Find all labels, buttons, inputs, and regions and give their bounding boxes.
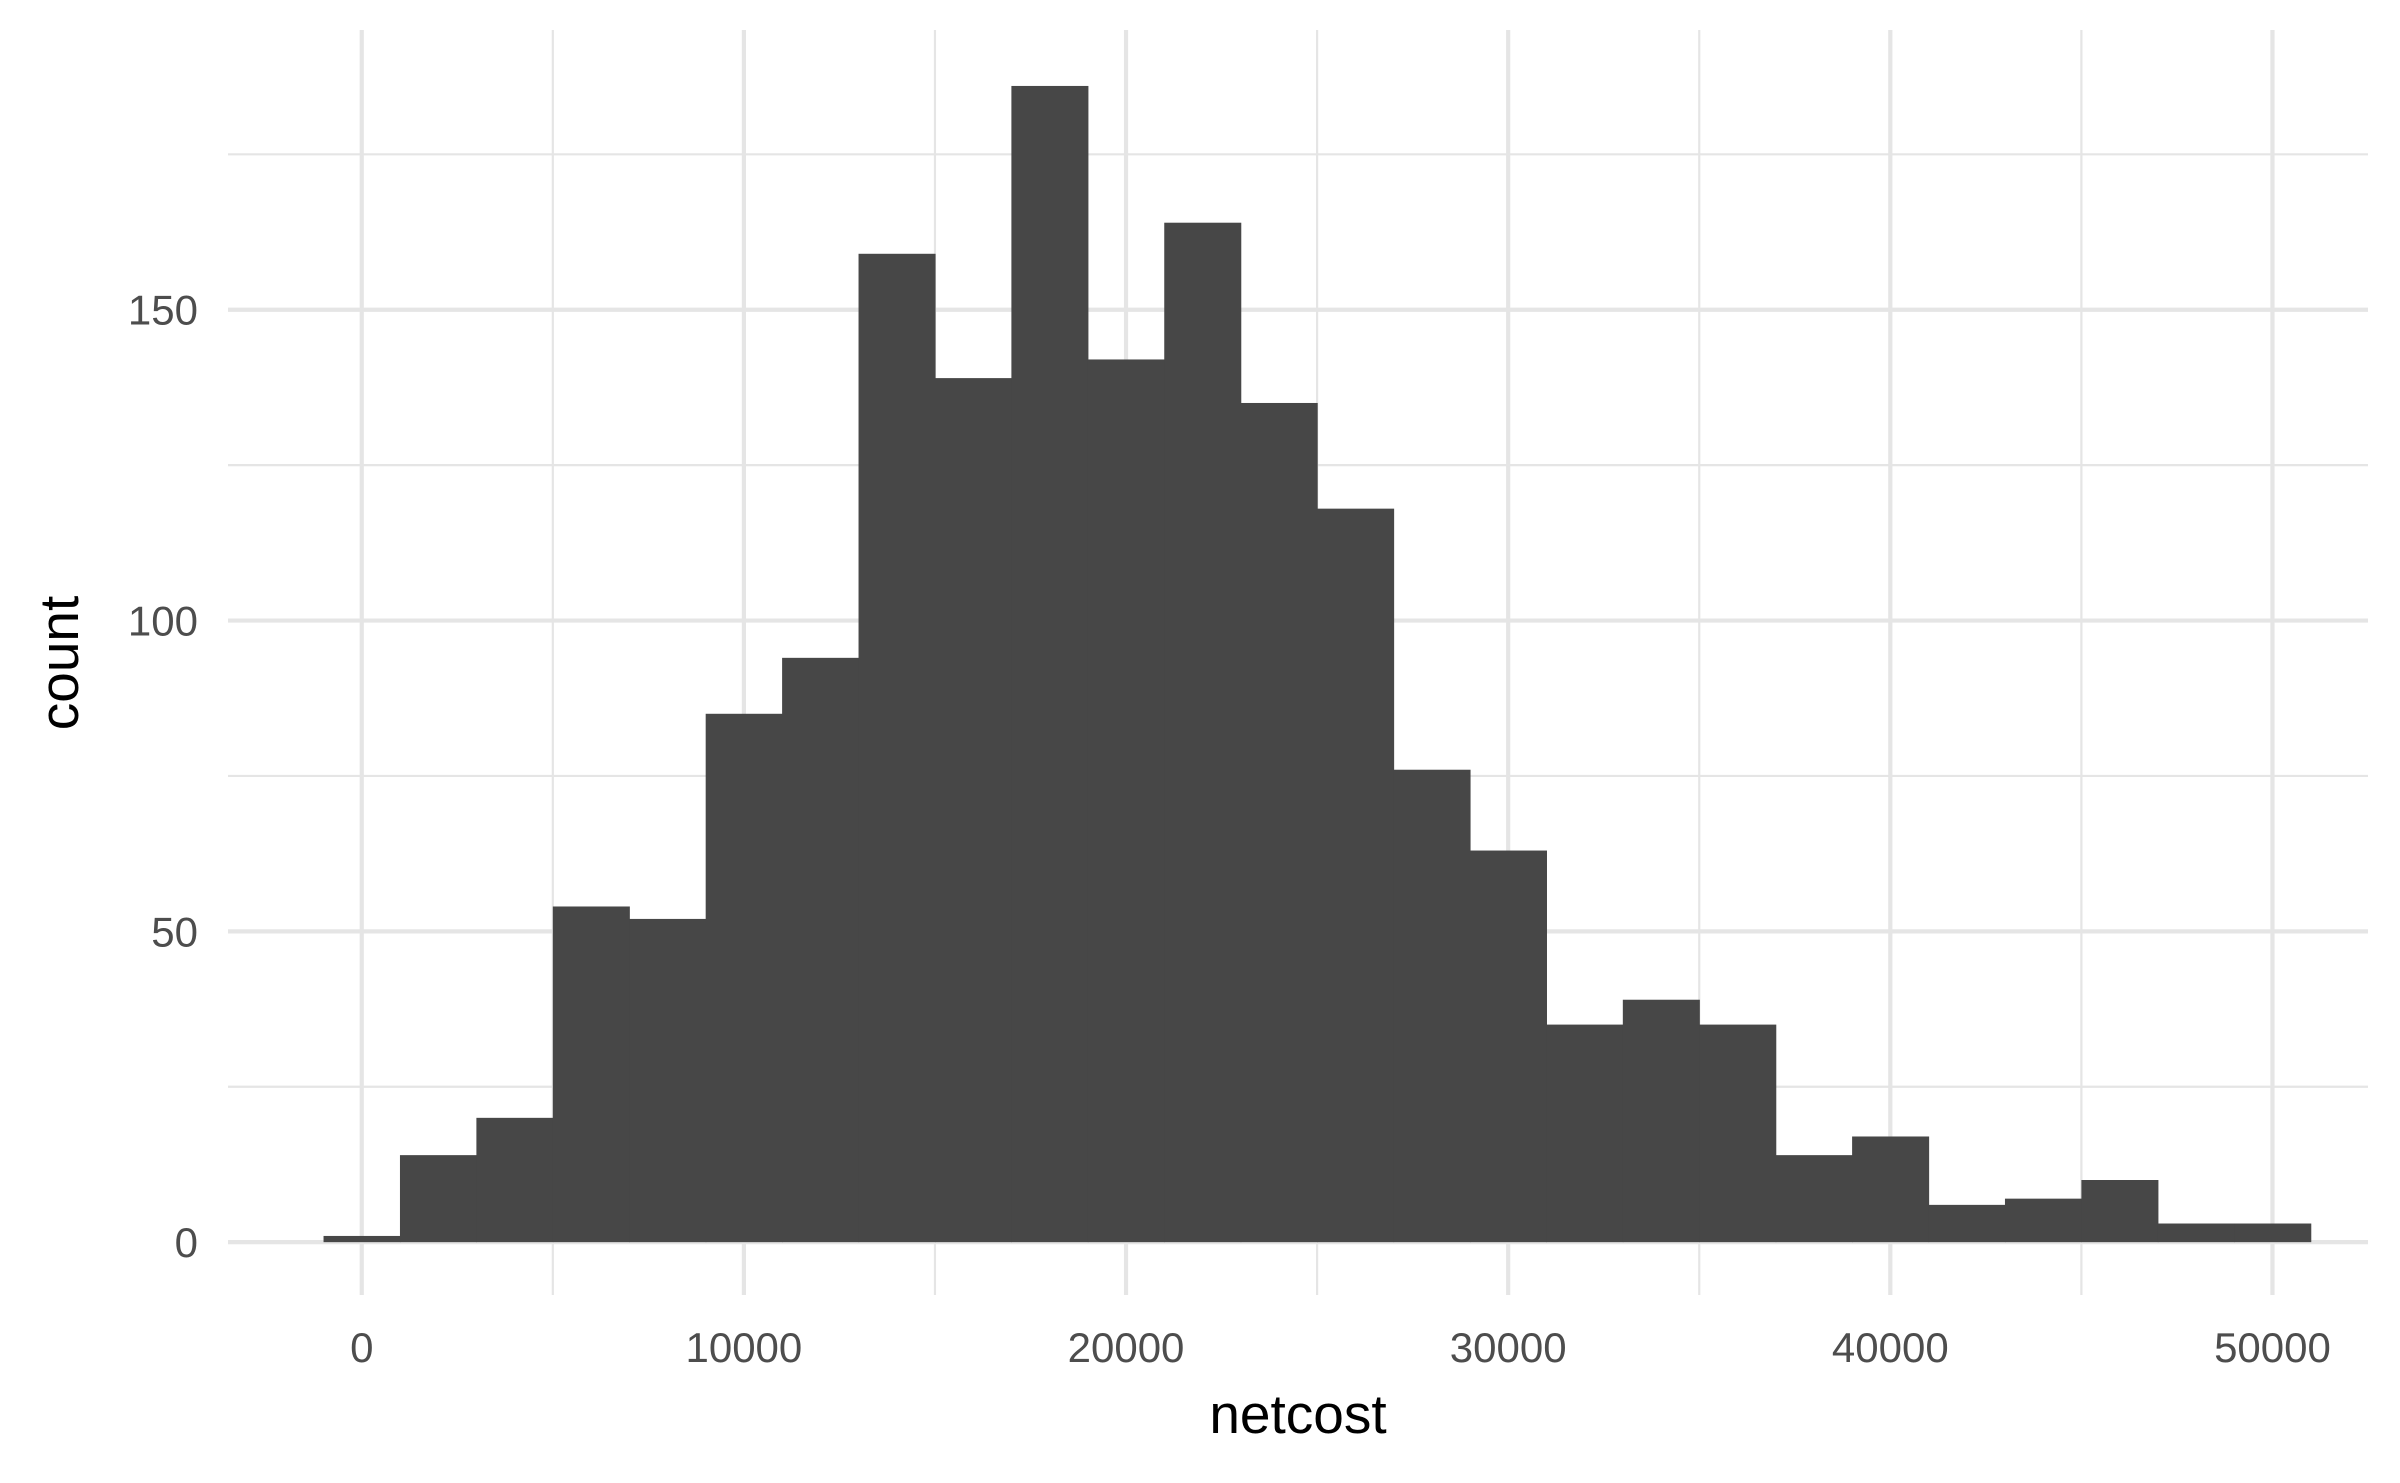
histogram-bar	[476, 1117, 554, 1243]
histogram-bar	[1852, 1136, 1930, 1243]
x-axis-title: netcost	[1209, 1383, 1386, 1445]
x-tick-label: 10000	[685, 1324, 802, 1371]
histogram-bar	[323, 1235, 401, 1243]
histogram-bar	[1240, 402, 1318, 1243]
x-axis-tick-labels: 0 10000 20000 30000 40000 50000	[350, 1324, 2331, 1371]
histogram-bar	[782, 657, 860, 1243]
histogram-bar	[1928, 1204, 2006, 1243]
histogram-bar	[705, 713, 783, 1243]
y-tick-label: 0	[175, 1219, 198, 1266]
histogram-bars	[323, 85, 2312, 1243]
histogram-bar	[858, 253, 936, 1243]
y-axis-title: count	[28, 596, 90, 731]
histogram-bar	[934, 378, 1012, 1243]
histogram-bar	[399, 1155, 477, 1243]
histogram-bar	[1011, 85, 1089, 1243]
histogram-bar	[2081, 1180, 2159, 1243]
histogram-bar	[552, 906, 630, 1243]
x-tick-label: 0	[350, 1324, 373, 1371]
histogram-bar	[1622, 999, 1700, 1243]
y-axis-tick-labels: 0 50 100 150	[128, 287, 198, 1266]
histogram-bar	[1699, 1024, 1777, 1243]
histogram-bar	[1317, 508, 1395, 1243]
histogram-bar	[1469, 850, 1547, 1243]
histogram-bar	[2234, 1223, 2312, 1243]
y-tick-label: 50	[151, 908, 198, 955]
y-tick-label: 100	[128, 598, 198, 645]
histogram-bar	[1393, 769, 1471, 1243]
histogram-bar	[1164, 222, 1242, 1243]
histogram-bar	[2157, 1223, 2235, 1243]
x-tick-label: 40000	[1832, 1324, 1949, 1371]
x-tick-label: 20000	[1068, 1324, 1185, 1371]
histogram-bar	[2004, 1198, 2082, 1243]
histogram-bar	[1546, 1024, 1624, 1243]
histogram-bar	[1775, 1155, 1853, 1243]
histogram-bar	[1087, 359, 1165, 1243]
y-tick-label: 150	[128, 287, 198, 334]
x-tick-label: 30000	[1450, 1324, 1567, 1371]
x-tick-label: 50000	[2214, 1324, 2331, 1371]
histogram-bar	[629, 918, 707, 1243]
